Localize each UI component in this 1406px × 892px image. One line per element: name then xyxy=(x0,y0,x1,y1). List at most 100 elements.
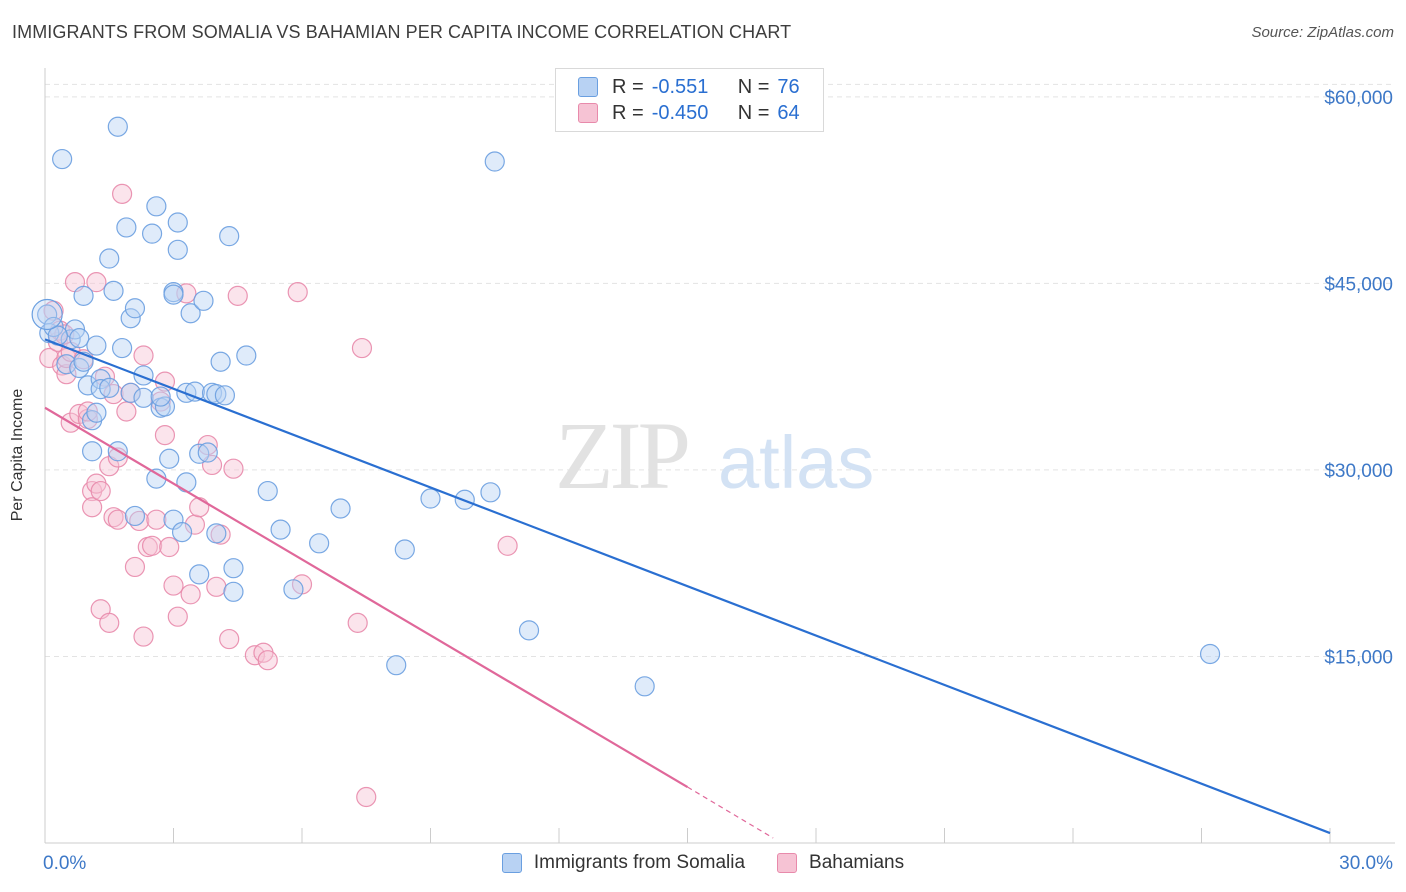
somalia-point xyxy=(103,280,124,301)
somalia-point xyxy=(236,345,257,366)
watermark: ZIP atlas xyxy=(555,402,874,509)
legend-r-value: -0.551 xyxy=(651,75,709,98)
somalia-point xyxy=(634,676,655,697)
bahamians-point xyxy=(356,786,377,808)
bahamians-point xyxy=(86,272,107,293)
bahamians-points xyxy=(39,183,518,808)
somalia-point xyxy=(52,148,73,170)
x-tick-label: 30.0% xyxy=(1339,853,1393,874)
series-legend-bahamians[interactable]: Bahamians xyxy=(777,852,904,874)
bahamians-point xyxy=(347,612,368,633)
y-tick-label: $15,000 xyxy=(1324,647,1393,668)
somalia-point xyxy=(386,655,407,676)
somalia-point xyxy=(184,381,206,402)
somalia-point xyxy=(107,116,128,137)
x-tick-label: 0.0% xyxy=(43,853,86,874)
y-tick-label: $45,000 xyxy=(1324,274,1393,295)
legend-n-value: 64 xyxy=(777,101,800,124)
source-label: Source: ZipAtlas.com xyxy=(1251,24,1394,41)
bahamians-point xyxy=(244,645,265,666)
bahamians-point xyxy=(201,454,223,476)
somalia-point xyxy=(206,523,227,544)
somalia-point xyxy=(189,443,210,464)
bahamians-point xyxy=(223,458,244,479)
somalia-point xyxy=(146,196,167,217)
somalia-point xyxy=(150,386,171,407)
legend-r-label: R = xyxy=(612,101,644,124)
bahamians-point xyxy=(99,612,120,633)
somalia-point xyxy=(171,522,193,543)
somalia-point xyxy=(330,498,351,519)
somalia-point xyxy=(223,558,244,579)
series-legend-somalia[interactable]: Immigrants from Somalia xyxy=(501,852,745,874)
bahamians-point xyxy=(227,285,248,306)
somalia-point xyxy=(518,620,540,641)
bahamians-point xyxy=(111,183,133,204)
somalia-point xyxy=(309,533,330,554)
somalia-point xyxy=(193,290,214,311)
somalia-point xyxy=(31,298,63,331)
somalia-point xyxy=(77,375,98,396)
somalia-point xyxy=(141,223,163,244)
somalia-point xyxy=(420,488,441,509)
bahamians-point xyxy=(116,401,137,422)
bahamians-point xyxy=(82,497,103,518)
bahamians-point xyxy=(219,628,240,650)
bahamians-point xyxy=(197,434,218,456)
axes xyxy=(44,68,1395,844)
somalia-point xyxy=(176,472,197,493)
legend-n-value: 76 xyxy=(777,75,800,98)
bahamians-point xyxy=(206,576,227,597)
somalia-point xyxy=(214,385,235,406)
bahamians-point xyxy=(351,337,373,359)
tick-labels: $15,000 $30,000 $45,000 $60,000 0.0% 30.0% xyxy=(43,88,1393,874)
somalia-point xyxy=(219,226,240,247)
bahamians-point xyxy=(154,425,176,446)
somalia-point xyxy=(133,387,154,408)
somalia-point xyxy=(167,239,188,260)
legend-swatch-somalia xyxy=(578,77,598,97)
somalia-point xyxy=(1199,643,1221,665)
somalia-point xyxy=(257,480,278,502)
bahamians-point xyxy=(107,509,128,530)
somalia-point xyxy=(180,303,201,324)
somalia-point xyxy=(163,284,184,305)
somalia-point xyxy=(90,379,111,400)
somalia-point xyxy=(159,448,180,469)
legend-row-bahamians: R = -0.450 N = 64 xyxy=(578,100,800,126)
somalia-point xyxy=(111,337,133,359)
series-label-bahamians: Bahamians xyxy=(809,852,905,873)
bahamians-trend-extension xyxy=(687,786,774,839)
somalia-point xyxy=(154,396,176,417)
somalia-point xyxy=(99,248,120,269)
bahamians-point xyxy=(141,535,163,556)
bahamians-point xyxy=(257,650,278,671)
legend-row-somalia: R = -0.551 N = 76 xyxy=(578,74,800,100)
bahamians-point xyxy=(167,606,188,627)
bahamians-point xyxy=(159,536,180,558)
bahamians-point xyxy=(133,626,154,647)
somalia-point xyxy=(189,564,210,585)
somalia-point xyxy=(86,402,107,423)
bahamians-point xyxy=(124,556,146,578)
correlation-legend: R = -0.551 N = 76 R = -0.450 N = 64 xyxy=(555,68,824,132)
legend-n-label: N = xyxy=(737,101,770,124)
bahamians-point xyxy=(133,345,154,366)
somalia-point xyxy=(73,285,94,306)
bahamians-point xyxy=(497,535,518,556)
somalia-point xyxy=(69,328,90,349)
bahamians-point xyxy=(146,509,167,530)
somalia-point xyxy=(167,212,188,233)
watermark-zip: ZIP xyxy=(555,402,688,509)
somalia-point xyxy=(283,579,304,600)
bahamians-point xyxy=(287,282,308,303)
somalia-point xyxy=(197,442,218,463)
series-legend: Immigrants from Somalia Bahamians xyxy=(0,852,1406,874)
somalia-points xyxy=(31,116,1221,697)
somalia-point xyxy=(484,151,505,172)
chart-title: IMMIGRANTS FROM SOMALIA VS BAHAMIAN PER … xyxy=(12,22,792,42)
bahamians-point xyxy=(90,480,111,502)
grid-lines xyxy=(45,83,1395,657)
series-swatch-somalia xyxy=(501,853,522,873)
